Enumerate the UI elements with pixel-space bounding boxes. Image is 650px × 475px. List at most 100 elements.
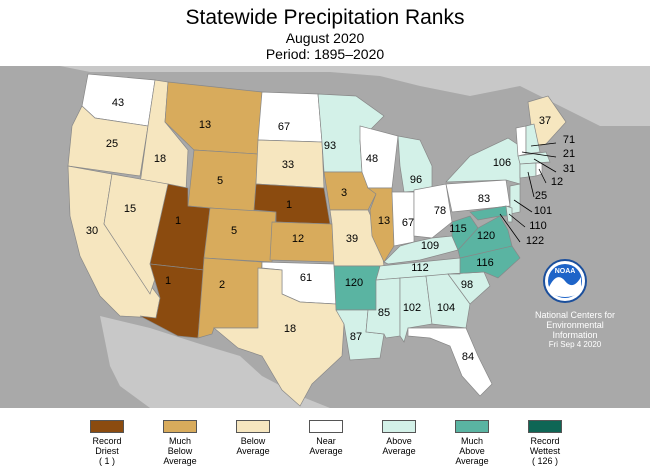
noaa-attribution: National Centers for Environmental Infor… [515, 310, 635, 350]
map-header: Statewide Precipitation Ranks August 202… [0, 0, 650, 66]
state-rank-ms: 85 [378, 307, 390, 319]
state-rank-ne: 1 [286, 199, 292, 211]
state-ga [425, 273, 471, 329]
legend-label-line3: Average [455, 456, 489, 466]
state-rank-tx: 18 [284, 323, 296, 335]
state-nd [257, 91, 323, 143]
state-nc [447, 245, 521, 279]
state-rank-mi: 96 [410, 174, 422, 186]
leader-line-ma [533, 158, 557, 173]
state-rank-la: 87 [350, 331, 362, 343]
state-rank-mt: 13 [199, 119, 211, 131]
state-rank-va: 120 [477, 230, 495, 242]
state-rank-ia: 3 [341, 187, 347, 199]
state-rank-nm: 2 [219, 279, 225, 291]
leader-line-nh [530, 142, 557, 147]
state-rank-co: 5 [231, 225, 237, 237]
states-layer [67, 73, 567, 407]
legend-label-line1: Much [168, 436, 191, 446]
legend-item-much-below: Much Below Average [145, 420, 215, 466]
legend: Record Driest ( 1 ) Much Below Average B… [0, 408, 650, 475]
state-labels: 4325301815135115267331126118933391208748… [86, 97, 575, 363]
state-rank-ga: 104 [437, 302, 455, 314]
legend-label-line1: Near [316, 436, 336, 446]
state-rank-az: 1 [165, 275, 171, 287]
state-rank-wa: 43 [112, 97, 124, 109]
state-or [67, 105, 149, 177]
state-rank-al: 102 [403, 302, 421, 314]
state-oh [413, 183, 453, 239]
state-rank-de: 110 [529, 220, 547, 232]
state-rank-or: 25 [106, 138, 118, 150]
state-rank-wv: 115 [449, 223, 467, 235]
state-nh [525, 123, 541, 155]
legend-swatch [528, 420, 562, 433]
legend-label-line1: Above [386, 436, 412, 446]
legend-swatch [382, 420, 416, 433]
legend-swatch [455, 420, 489, 433]
state-rank-ut: 1 [175, 215, 181, 227]
noaa-line-3: Information [552, 330, 598, 340]
legend-label-line2: Average [309, 446, 343, 456]
state-rank-fl: 84 [462, 351, 474, 363]
noaa-line-2: Environmental [546, 320, 604, 330]
legend-label-line3: Average [163, 456, 197, 466]
state-fl [407, 327, 493, 397]
legend-item-below: Below Average [218, 420, 288, 456]
state-rank-pa: 83 [478, 193, 490, 205]
state-rank-ct: 25 [535, 190, 547, 202]
state-rank-wy: 5 [217, 175, 223, 187]
state-nj [509, 183, 521, 215]
legend-swatch [309, 420, 343, 433]
state-rank-sd: 33 [282, 159, 294, 171]
legend-label-line1: Below [240, 436, 266, 446]
legend-swatch [236, 420, 270, 433]
leader-lines [499, 142, 557, 243]
state-rank-md: 122 [526, 235, 544, 247]
state-rank-vt: 21 [563, 148, 575, 160]
state-rank-ny: 106 [493, 157, 511, 169]
state-rank-mo: 39 [346, 233, 358, 245]
legend-label-line1: Record [92, 436, 122, 446]
legend-label-line2: Wettest [529, 446, 561, 456]
state-rank-id: 18 [154, 153, 166, 165]
us-map: 43 25 30 18 15 13 5 1 1 5 2 67 33 1 12 61 18 93 3 39 120 87 48… [0, 66, 650, 408]
legend-item-near: Near Average [291, 420, 361, 456]
legend-item-record-wettest: Record Wettest ( 126 ) [510, 420, 580, 466]
state-rank-ks: 12 [292, 233, 304, 245]
canada-landmass [60, 66, 650, 126]
state-rank-ca: 30 [86, 225, 98, 237]
state-nm [197, 257, 263, 339]
leader-line-nj [513, 199, 533, 213]
legend-label-line3: ( 126 ) [531, 456, 558, 466]
legend-label-line2: Below [167, 446, 193, 456]
map-period: Period: 1895–2020 [265, 46, 385, 62]
state-rank-nh: 71 [563, 134, 575, 146]
legend-label-line2: Driest [95, 446, 119, 456]
legend-label-line3: ( 1 ) [98, 456, 115, 466]
noaa-logo: NOAA [543, 259, 587, 303]
legend-item-much-above: Much Above Average [437, 420, 507, 466]
state-md [469, 205, 511, 221]
legend-label-line2: Above [459, 446, 485, 456]
state-ia [323, 171, 377, 211]
leader-line-md [499, 213, 521, 243]
state-rank-ma: 31 [563, 163, 575, 175]
state-tx [213, 267, 345, 407]
state-wv [451, 215, 479, 251]
state-rank-ar: 120 [345, 277, 363, 289]
state-rank-nd: 67 [278, 121, 290, 133]
state-rank-ok: 61 [300, 272, 312, 284]
state-rank-il: 13 [378, 215, 390, 227]
state-rank-ri: 12 [551, 176, 563, 188]
state-rank-me: 37 [539, 115, 551, 127]
state-ct [519, 162, 537, 179]
leader-line-ct [527, 171, 535, 198]
state-rank-nc: 116 [476, 257, 494, 269]
mexico-landmass [100, 316, 330, 408]
state-rank-wi: 48 [366, 153, 378, 165]
state-co [203, 207, 277, 263]
state-rank-tn: 112 [411, 262, 429, 274]
state-rank-in: 67 [402, 217, 414, 229]
legend-item-record-driest: Record Driest ( 1 ) [72, 420, 142, 466]
